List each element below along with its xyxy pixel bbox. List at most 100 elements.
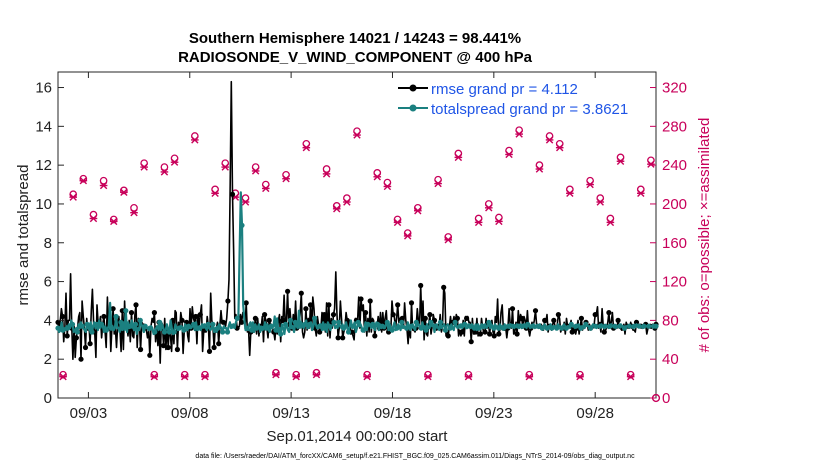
totalspread-point — [60, 327, 66, 333]
totalspread-point — [345, 329, 352, 335]
y-right-tick-label: 320 — [662, 80, 687, 97]
totalspread-point — [128, 323, 134, 329]
totalspread-point — [578, 325, 584, 331]
obs-possible-marker — [464, 370, 473, 379]
rmse-point — [519, 315, 525, 321]
rmse-point — [335, 335, 341, 341]
totalspread-point — [79, 323, 85, 329]
totalspread-point — [312, 315, 318, 321]
y-tick-label: 8 — [44, 235, 52, 252]
y-right-tick-label: 240 — [662, 157, 687, 174]
x-axis-label: Sep.01,2014 00:00:00 start — [267, 428, 449, 445]
x-tick-label: 09/08 — [171, 405, 209, 422]
legend-totalspread-label: totalspread grand pr = 3.8621 — [431, 101, 628, 118]
totalspread-point — [166, 329, 172, 335]
rmse-point — [87, 341, 93, 347]
y-right-tick-label: 160 — [662, 235, 687, 252]
rmse-point — [615, 317, 621, 323]
rmse-point — [239, 319, 245, 325]
obs-assimilated-marker — [454, 153, 463, 162]
obs-possible-marker — [576, 370, 584, 379]
obs-possible-marker — [292, 370, 301, 379]
obs-possible-marker — [79, 174, 88, 183]
rmse-point — [78, 356, 84, 362]
obs-assimilated-marker — [140, 163, 148, 171]
totalspread-point — [408, 323, 415, 329]
totalspread-point — [510, 323, 516, 329]
obs-assimilated-marker — [292, 372, 300, 381]
obs-assimilated-marker — [241, 198, 250, 206]
totalspread-point — [84, 321, 90, 327]
totalspread-point — [384, 319, 390, 325]
x-tick-label: 09/28 — [576, 405, 614, 422]
totalspread-point — [176, 325, 182, 331]
rmse-point — [464, 315, 470, 321]
obs-assimilated-marker — [647, 160, 655, 168]
totalspread-point — [597, 323, 603, 329]
totalspread-point — [549, 325, 555, 331]
totalspread-point — [65, 325, 71, 331]
rmse-point — [193, 313, 199, 320]
plot-area — [57, 71, 657, 399]
totalspread-point — [307, 321, 313, 327]
chart-title-line1: Southern Hemisphere 14021 / 14243 = 98.4… — [189, 30, 521, 47]
obs-possible-marker — [120, 186, 128, 195]
rmse-point — [147, 352, 153, 358]
totalspread-point — [423, 327, 429, 333]
obs-possible-marker — [626, 370, 635, 379]
rmse-point — [441, 284, 447, 290]
totalspread-point — [433, 323, 439, 329]
obs-assimilated-marker — [59, 372, 67, 381]
rmse-point — [509, 306, 516, 312]
rmse-point — [326, 302, 332, 308]
rmse-point — [151, 310, 157, 316]
obs-assimilated-marker — [160, 168, 169, 176]
totalspread-point — [55, 325, 61, 331]
totalspread-point — [612, 323, 618, 329]
totalspread-point — [103, 327, 109, 333]
rmse-point — [197, 312, 203, 318]
obs-assimilated-marker — [434, 179, 442, 188]
rmse-point — [592, 312, 598, 318]
obs-possible-marker — [201, 370, 209, 379]
obs-possible-marker — [525, 370, 534, 379]
totalspread-point — [365, 321, 371, 327]
obs-assimilated-marker — [403, 232, 412, 240]
rmse-point — [303, 306, 309, 312]
rmse-point — [390, 312, 396, 318]
obs-assimilated-marker — [109, 217, 118, 226]
obs-assimilated-marker — [555, 143, 564, 152]
obs-possible-marker — [150, 370, 159, 379]
totalspread-point — [220, 329, 226, 335]
data-file-footnote: data file: /Users/raeder/DAI/ATM_forcXX/… — [195, 453, 635, 460]
obs-assimilated-marker — [505, 150, 513, 159]
totalspread-point — [350, 323, 356, 329]
obs-possible-marker — [180, 370, 189, 379]
totalspread-point — [370, 321, 376, 327]
rmse-point — [422, 315, 428, 321]
rmse-point — [468, 339, 474, 345]
totalspread-point — [428, 319, 434, 325]
obs-assimilated-marker — [272, 371, 280, 379]
rmse-point — [179, 317, 185, 323]
rmse-point — [161, 343, 167, 349]
y-tick-label: 6 — [44, 274, 52, 291]
totalspread-point — [568, 321, 574, 327]
totalspread-point — [326, 323, 332, 329]
rmse-point — [73, 335, 79, 341]
obs-assimilated-marker — [606, 218, 615, 227]
totalspread-point — [379, 323, 385, 329]
totalspread-point — [496, 325, 502, 331]
rmse-point — [216, 341, 222, 347]
y-tick-label: 0 — [44, 390, 52, 407]
rmse-point — [340, 335, 346, 341]
rmse-point — [555, 312, 562, 318]
totalspread-point — [520, 323, 526, 329]
x-tick-label: 09/23 — [475, 405, 513, 422]
rmse-point — [363, 310, 369, 316]
obs-possible-marker — [160, 163, 169, 171]
obs-assimilated-marker — [515, 130, 523, 138]
obs-assimilated-marker — [312, 371, 321, 379]
totalspread-point — [583, 321, 589, 327]
